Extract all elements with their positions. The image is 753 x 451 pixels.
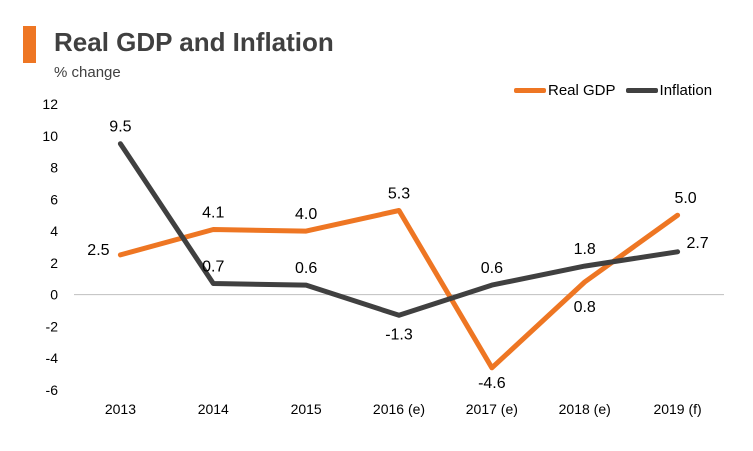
data-label-inflation: 0.6 [295,260,317,277]
data-label-real-gdp: 4.1 [202,205,224,222]
data-label-inflation: 1.8 [574,241,596,258]
x-tick-label: 2015 [291,401,322,417]
x-tick-label: 2013 [105,401,136,417]
y-tick-label: 12 [42,96,58,112]
x-tick-label: 2017 (e) [466,401,518,417]
x-tick-label: 2018 (e) [559,401,611,417]
legend-item-inflation: Inflation [625,82,713,99]
x-tick-label: 2014 [198,401,229,417]
y-tick-label: 8 [50,160,58,176]
y-tick-label: -2 [46,318,59,334]
legend-swatch-real-gdp [514,88,546,93]
legend-label-inflation: Inflation [659,82,713,99]
data-label-real-gdp: 4.0 [295,206,317,223]
series-line-real-gdp [117,208,681,371]
x-tick-label: 2016 (e) [373,401,425,417]
data-label-real-gdp: 5.0 [674,190,696,207]
data-label-real-gdp: -4.6 [478,375,506,392]
y-tick-label: 0 [50,287,58,303]
data-label-real-gdp: 5.3 [388,185,410,202]
y-tick-label: -4 [46,350,59,366]
data-label-inflation: 2.7 [686,235,708,252]
data-label-inflation: 0.6 [481,260,503,277]
title-accent-bar [23,26,36,63]
data-label-inflation: -1.3 [385,326,413,343]
y-tick-label: 4 [50,223,58,239]
y-tick-label: 6 [50,191,58,207]
y-axis-unit-label: % change [54,64,121,81]
legend-label-real-gdp: Real GDP [548,82,616,99]
x-tick-label: 2019 (f) [653,401,701,417]
chart-legend: Real GDP Inflation [514,82,722,99]
legend-item-real-gdp: Real GDP [514,82,616,99]
y-tick-label: 10 [42,128,58,144]
chart-title: Real GDP and Inflation [54,27,334,57]
series-line-inflation [117,141,681,318]
data-label-real-gdp: 0.8 [574,299,596,316]
data-label-inflation: 0.7 [202,259,224,276]
data-label-inflation: 9.5 [109,119,131,136]
data-label-real-gdp: 2.5 [87,242,109,259]
legend-swatch-inflation [625,88,658,93]
y-tick-label: -6 [46,382,59,398]
y-tick-label: 2 [50,255,58,271]
